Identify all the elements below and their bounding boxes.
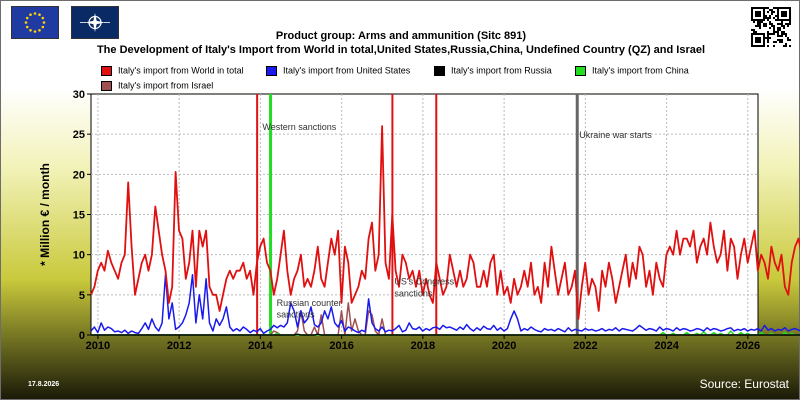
y-tick-label: 30 bbox=[73, 89, 85, 101]
legend-swatch-israel bbox=[101, 80, 112, 91]
legend-item-israel: Italy's import from Israel bbox=[101, 80, 213, 91]
series-line-1 bbox=[90, 274, 800, 335]
legend-item-russia: Italy's import from Russia bbox=[434, 65, 552, 76]
nato-flag-icon bbox=[71, 6, 119, 39]
y-tick-label: 20 bbox=[73, 169, 85, 181]
annotation-label: sanctions bbox=[277, 309, 316, 319]
legend-label-world: Italy's import from World in total bbox=[118, 65, 244, 76]
legend-swatch-russia bbox=[434, 65, 445, 76]
y-tick-label: 25 bbox=[73, 129, 85, 141]
annotation-label: sanctions bbox=[394, 288, 433, 298]
x-tick-label: 2018 bbox=[411, 340, 435, 352]
legend-label-israel: Italy's import from Israel bbox=[118, 80, 214, 91]
x-tick-label: 2016 bbox=[329, 340, 353, 352]
y-axis-label: * Million € / month bbox=[38, 163, 52, 266]
legend-label-china: Italy's import from China bbox=[592, 65, 689, 76]
legend-label-us: Italy's import from United States bbox=[283, 65, 411, 76]
legend-item-china: Italy's import from China bbox=[575, 65, 689, 76]
legend-swatch-china bbox=[575, 65, 586, 76]
legend-label-russia: Italy's import from Russia bbox=[451, 65, 552, 76]
y-tick-label: 0 bbox=[79, 330, 85, 342]
legend-item-world: Italy's import from World in total bbox=[101, 65, 244, 76]
annotation-label: Russian counter bbox=[277, 298, 342, 308]
legend-swatch-world bbox=[101, 65, 112, 76]
x-tick-label: 2012 bbox=[167, 340, 191, 352]
y-tick-label: 10 bbox=[73, 250, 85, 262]
y-tick-label: 5 bbox=[79, 290, 85, 302]
series-line-2 bbox=[91, 333, 800, 336]
chart-subtitle: The Development of Italy's Import from W… bbox=[96, 44, 706, 56]
source-label: Source: Eurostat bbox=[699, 377, 789, 391]
date-stamp: 17.8.2026 bbox=[28, 381, 60, 388]
x-tick-label: 2014 bbox=[248, 340, 273, 352]
x-tick-label: 2010 bbox=[86, 340, 110, 352]
series-line-0 bbox=[90, 125, 800, 320]
legend-swatch-us bbox=[266, 65, 277, 76]
qr-code-icon bbox=[751, 7, 791, 47]
y-tick-label: 15 bbox=[73, 210, 85, 222]
x-tick-label: 2022 bbox=[573, 340, 597, 352]
eu-flag-icon bbox=[11, 6, 59, 39]
annotation-label: US's Congress bbox=[394, 276, 454, 286]
x-tick-label: 2026 bbox=[736, 340, 760, 352]
chart-title: Product group: Arms and ammunition (Sitc… bbox=[275, 30, 527, 42]
annotation-label: Ukraine war starts bbox=[579, 130, 652, 140]
legend-item-us: Italy's import from United States bbox=[266, 65, 410, 76]
x-tick-label: 2020 bbox=[492, 340, 516, 352]
annotation-label: Western sanctions bbox=[262, 122, 336, 132]
x-tick-label: 2024 bbox=[654, 340, 679, 352]
